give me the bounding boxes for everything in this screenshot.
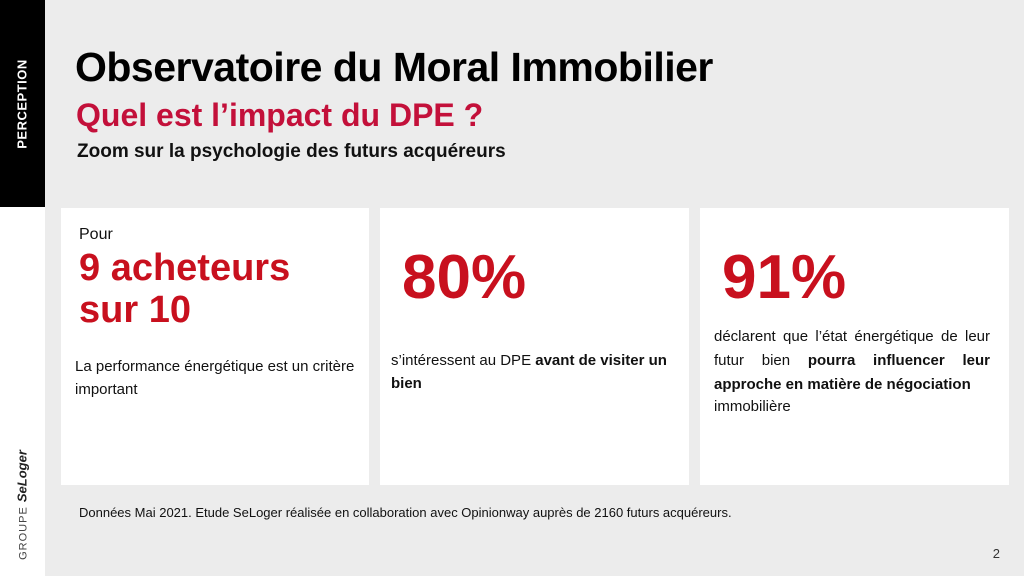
card-text-bold: pourra influencer leur approche en matiè… <box>714 352 990 393</box>
brand-logo: GROUPE SeLoger <box>15 450 30 560</box>
card-text-plain: déclarent que l’état énergétique de leur… <box>714 328 990 369</box>
page-title: Observatoire du Moral Immobilier <box>75 44 713 90</box>
card-lead: Pour <box>79 226 113 243</box>
card-text: s’intéressent au DPE avant de visiter un… <box>391 349 681 396</box>
card-text-tail: immobilière <box>714 398 791 415</box>
card-stat: 91% <box>722 243 847 312</box>
side-rail: PERCEPTION GROUPE SeLoger <box>0 0 45 576</box>
stat-card-80: 80% s’intéressent au DPE avant de visite… <box>380 208 689 485</box>
stat-card-buyers: Pour 9 acheteurs sur 10 La performance é… <box>61 208 369 485</box>
section-tab: PERCEPTION <box>0 0 45 207</box>
stat-card-91: 91% déclarent que l’état énergétique de … <box>700 208 1009 485</box>
section-label: PERCEPTION <box>14 59 30 149</box>
card-text-plain: s’intéressent au DPE <box>391 352 536 369</box>
source-footnote: Données Mai 2021. Etude SeLoger réalisée… <box>79 505 732 520</box>
card-text: déclarent que l’état énergétique de leur… <box>714 325 990 397</box>
page-subtitle: Quel est l’impact du DPE ? <box>76 97 484 133</box>
card-text-bold: avant de visiter un bien <box>391 352 667 393</box>
brand-prefix: GROUPE <box>17 506 30 560</box>
page-tagline: Zoom sur la psychologie des futurs acqué… <box>77 141 506 162</box>
page-number: 2 <box>992 546 1000 561</box>
card-text: La performance énergétique est un critèr… <box>75 358 355 399</box>
brand-name: SeLoger <box>14 450 30 503</box>
card-stat: 80% <box>402 243 527 312</box>
card-stat: 9 acheteurs sur 10 <box>79 247 291 331</box>
